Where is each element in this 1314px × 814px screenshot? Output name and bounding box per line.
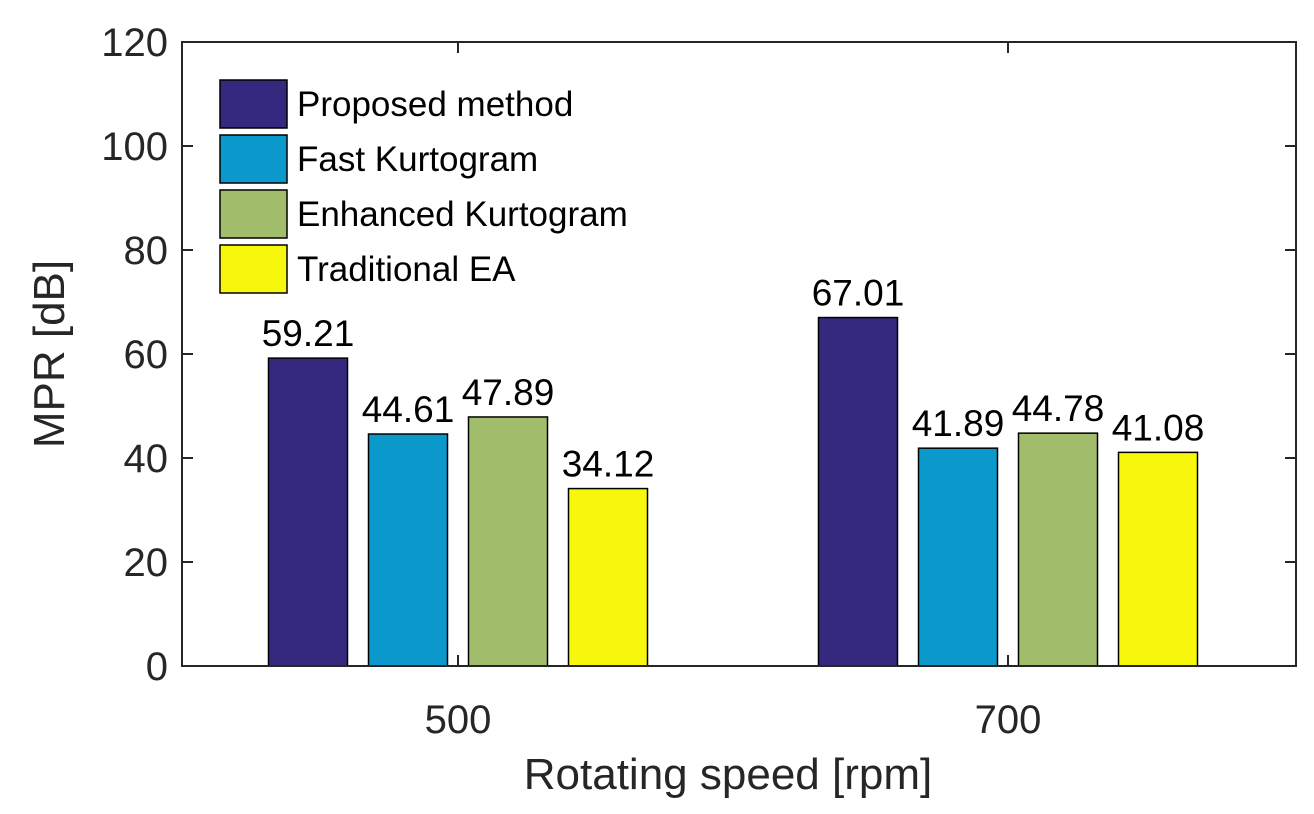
legend-swatch <box>219 134 288 184</box>
legend-label: Traditional EA <box>297 250 516 289</box>
legend-swatch <box>219 189 288 239</box>
y-tick-label: 80 <box>124 229 169 273</box>
bar-value-label: 41.89 <box>912 403 1005 444</box>
bar <box>917 447 999 667</box>
legend-label: Enhanced Kurtogram <box>297 195 628 234</box>
y-tick-label: 60 <box>124 333 169 377</box>
legend-label: Proposed method <box>297 85 573 124</box>
x-tick-label: 700 <box>975 698 1042 742</box>
y-tick-label: 40 <box>124 437 169 481</box>
y-tick-label: 0 <box>146 645 168 689</box>
bar-value-label: 44.61 <box>362 389 455 430</box>
bar <box>1117 451 1199 667</box>
y-axis-title: MPR [dB] <box>25 260 74 448</box>
legend-swatch <box>219 244 288 294</box>
bar <box>1017 432 1099 667</box>
legend-label: Fast Kurtogram <box>297 140 538 179</box>
bar-value-label: 47.89 <box>462 372 555 413</box>
bar-value-label: 67.01 <box>812 273 905 314</box>
bar <box>817 316 899 667</box>
y-tick-label: 100 <box>101 125 168 169</box>
bar <box>267 357 349 667</box>
legend-swatch <box>219 79 288 129</box>
y-tick-label: 20 <box>124 541 169 585</box>
bar <box>467 416 549 667</box>
x-tick-label: 500 <box>425 698 492 742</box>
y-tick-label: 120 <box>101 21 168 65</box>
bar-value-label: 44.78 <box>1012 388 1105 429</box>
bar <box>567 487 649 667</box>
bar-value-label: 41.08 <box>1112 407 1205 448</box>
bar <box>367 433 449 667</box>
plot-area <box>182 42 1296 666</box>
bar-value-label: 34.12 <box>562 444 655 485</box>
plot-frame <box>181 41 1297 667</box>
legend: Proposed method Fast Kurtogram Enhanced Ku… <box>219 79 628 294</box>
x-axis-title: Rotating speed [rpm] <box>524 750 932 799</box>
bar-value-label: 59.21 <box>262 313 355 354</box>
